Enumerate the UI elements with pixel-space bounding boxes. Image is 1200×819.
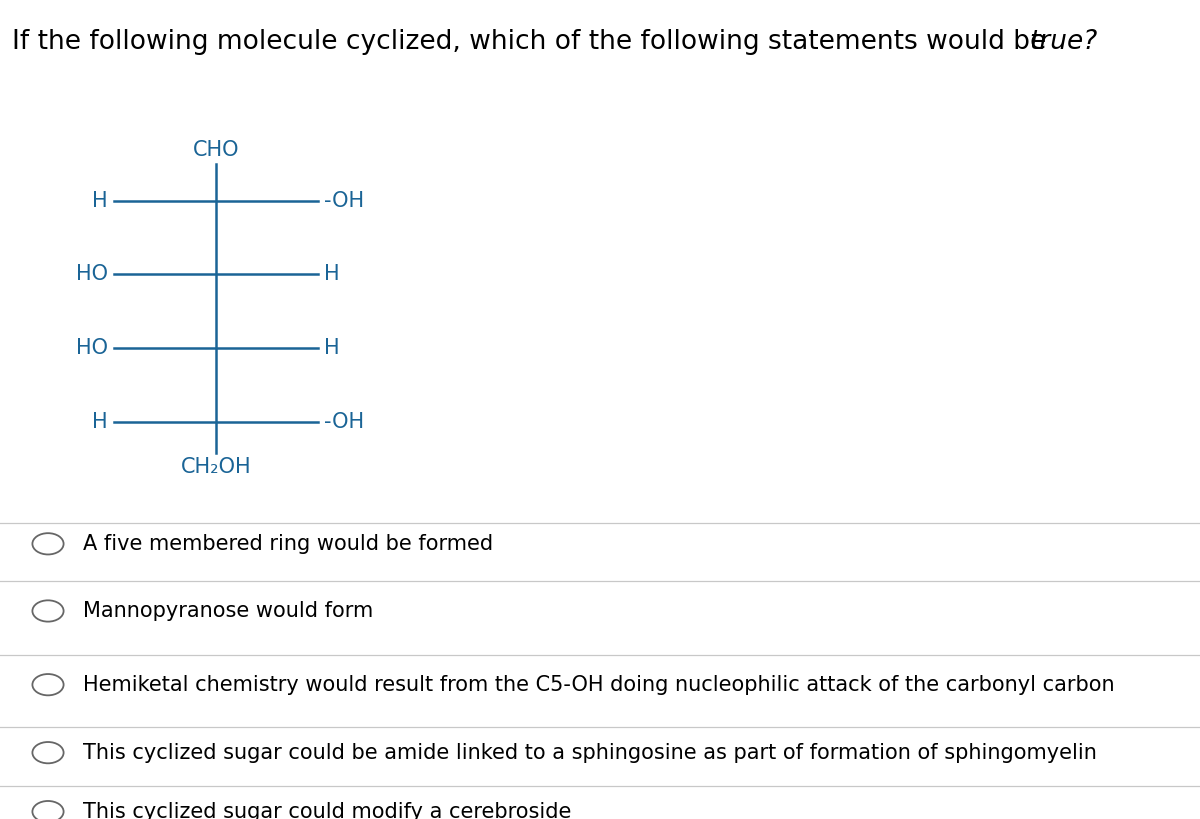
- Text: -OH: -OH: [324, 412, 364, 432]
- Text: A five membered ring would be formed: A five membered ring would be formed: [83, 534, 493, 554]
- Text: This cyclized sugar could be amide linked to a sphingosine as part of formation : This cyclized sugar could be amide linke…: [83, 743, 1097, 762]
- Text: H: H: [324, 338, 340, 358]
- Text: HO: HO: [76, 265, 108, 284]
- Text: If the following molecule cyclized, which of the following statements would be: If the following molecule cyclized, whic…: [12, 29, 1055, 55]
- Text: H: H: [324, 265, 340, 284]
- Text: -OH: -OH: [324, 191, 364, 210]
- Text: Hemiketal chemistry would result from the C5-OH doing nucleophilic attack of the: Hemiketal chemistry would result from th…: [83, 675, 1115, 695]
- Text: H: H: [92, 191, 108, 210]
- Text: true?: true?: [1030, 29, 1098, 55]
- Text: Mannopyranose would form: Mannopyranose would form: [83, 601, 373, 621]
- Text: CH₂OH: CH₂OH: [181, 457, 251, 477]
- Text: H: H: [92, 412, 108, 432]
- Text: This cyclized sugar could modify a cerebroside: This cyclized sugar could modify a cereb…: [83, 802, 571, 819]
- Text: CHO: CHO: [193, 140, 239, 160]
- Text: HO: HO: [76, 338, 108, 358]
